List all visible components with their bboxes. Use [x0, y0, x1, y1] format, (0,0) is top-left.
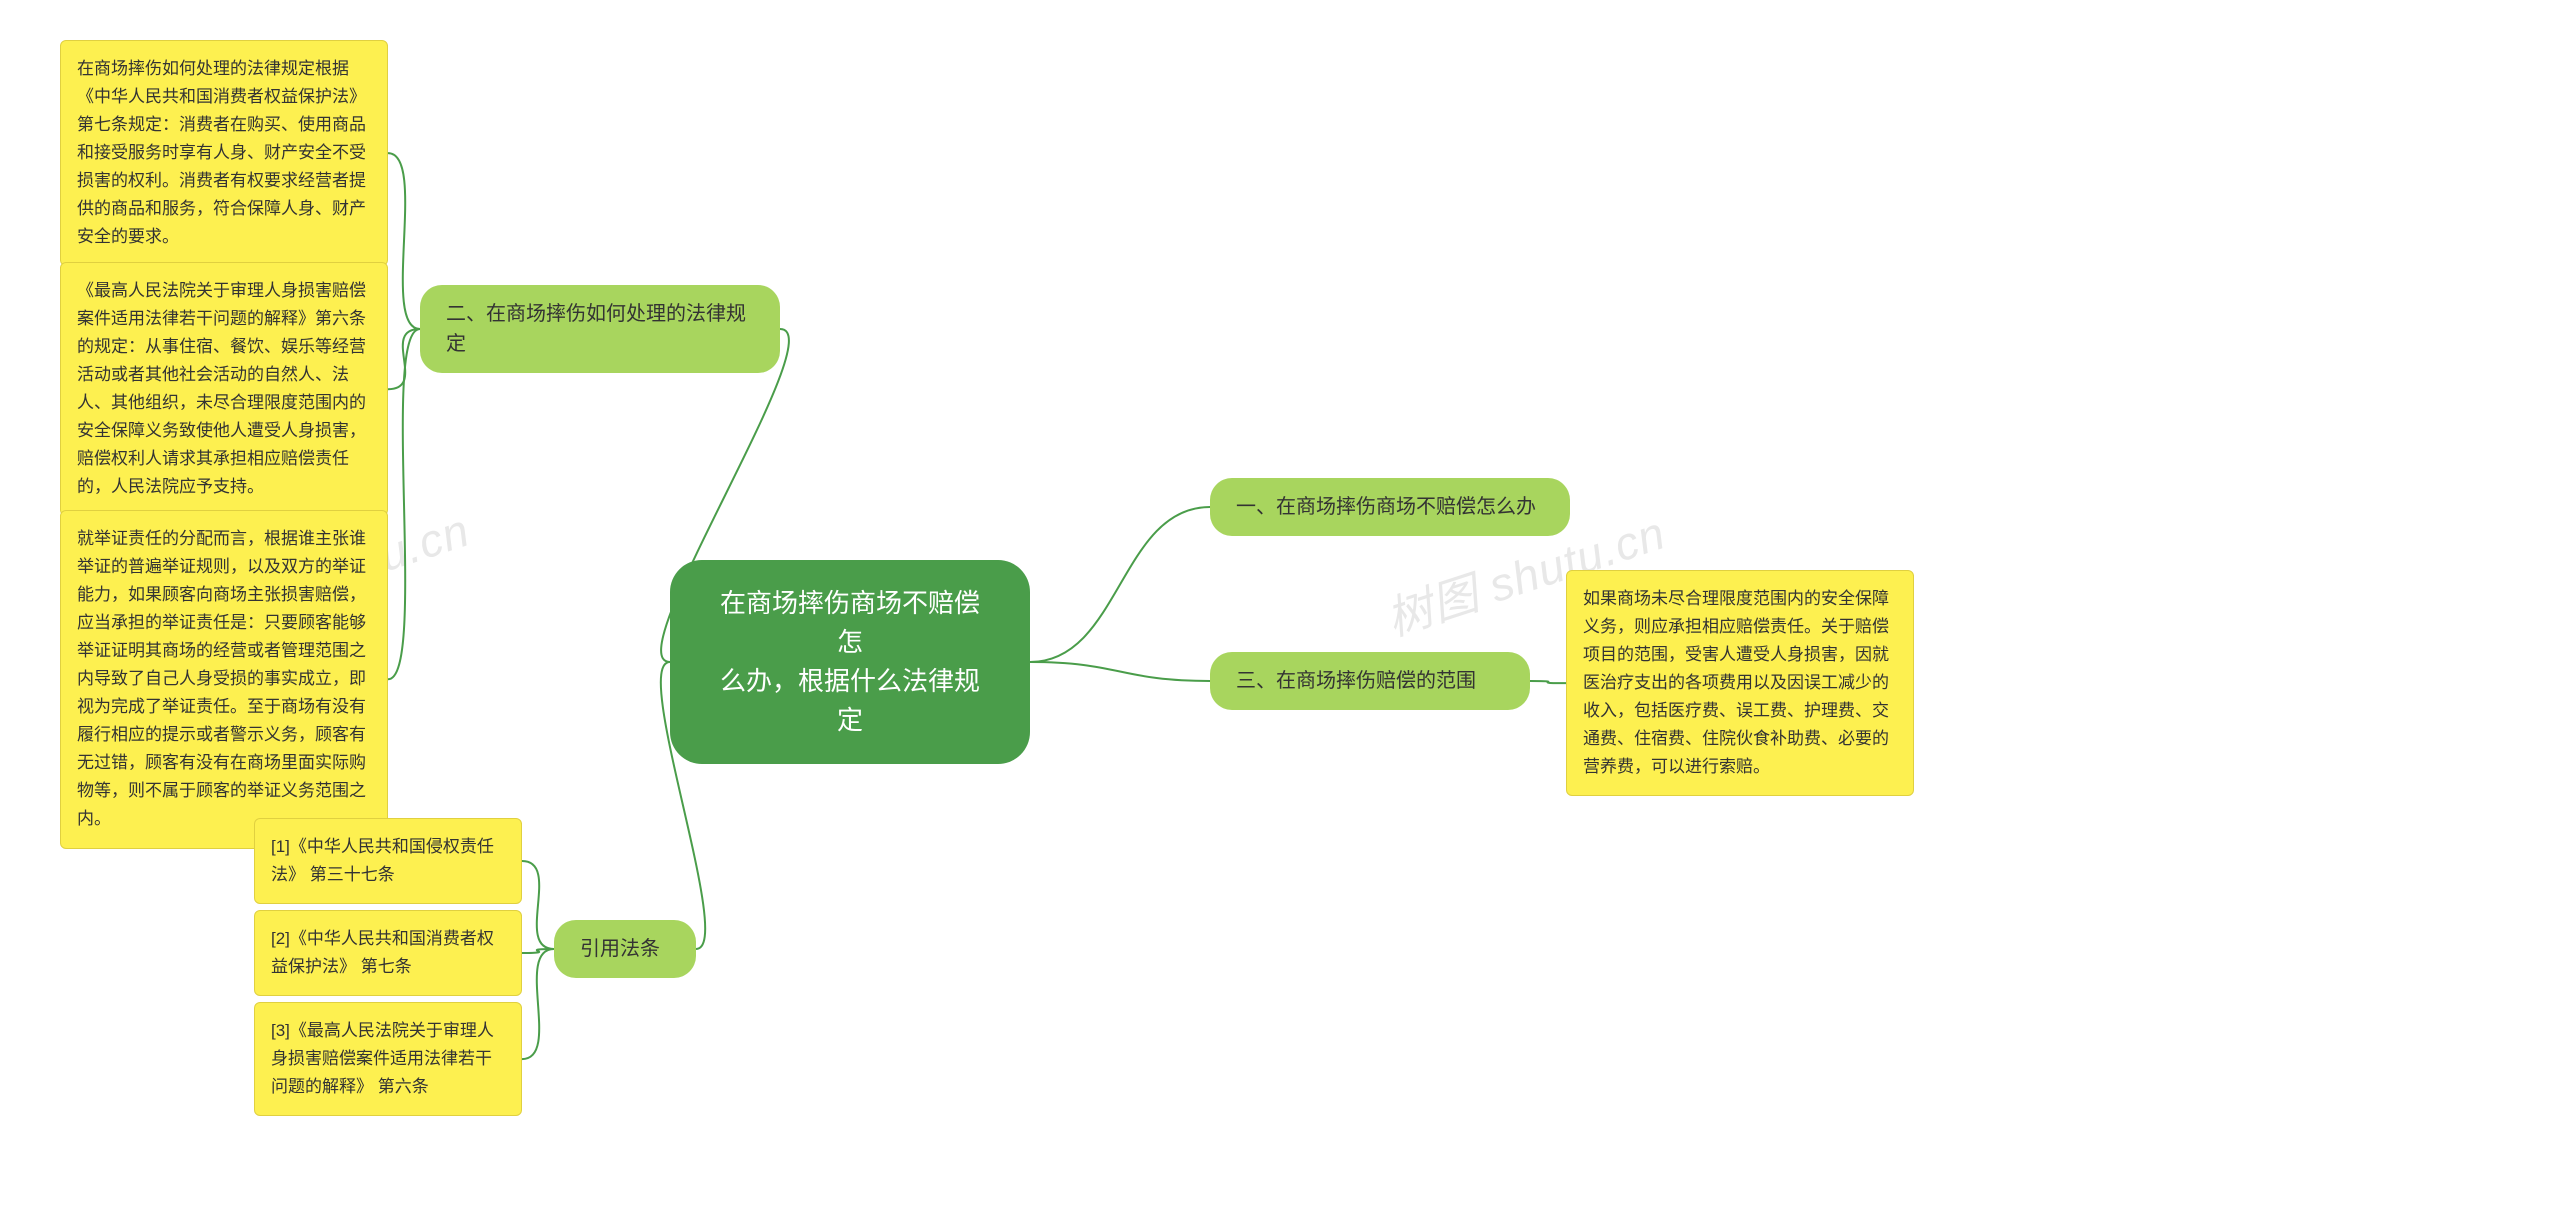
leaf-4c: [3]《最高人民法院关于审理人身损害赔偿案件适用法律若干问题的解释》 第六条: [254, 1002, 522, 1116]
connector: [1530, 681, 1566, 683]
connector: [388, 329, 420, 679]
leaf-4a: [1]《中华人民共和国侵权责任法》 第三十七条: [254, 818, 522, 904]
connector: [1030, 507, 1210, 662]
branch-2: 二、在商场摔伤如何处理的法律规 定: [420, 285, 780, 373]
leaf-3a: 如果商场未尽合理限度范围内的安全保障义务，则应承担相应赔偿责任。关于赔偿项目的范…: [1566, 570, 1914, 796]
connector: [1030, 662, 1210, 681]
connector: [388, 153, 420, 329]
branch-3: 三、在商场摔伤赔偿的范围: [1210, 652, 1530, 710]
leaf-2b: 《最高人民法院关于审理人身损害赔偿案件适用法律若干问题的解释》第六条的规定：从事…: [60, 262, 388, 516]
leaf-4b: [2]《中华人民共和国消费者权益保护法》 第七条: [254, 910, 522, 996]
leaf-2a: 在商场摔伤如何处理的法律规定根据《中华人民共和国消费者权益保护法》第七条规定：消…: [60, 40, 388, 266]
connector: [522, 949, 554, 1059]
leaf-2c: 就举证责任的分配而言，根据谁主张谁举证的普遍举证规则，以及双方的举证能力，如果顾…: [60, 510, 388, 849]
connector: [522, 861, 554, 949]
branch-1: 一、在商场摔伤商场不赔偿怎么办: [1210, 478, 1570, 536]
mindmap-root: 在商场摔伤商场不赔偿怎 么办，根据什么法律规定: [670, 560, 1030, 764]
branch-4: 引用法条: [554, 920, 696, 978]
